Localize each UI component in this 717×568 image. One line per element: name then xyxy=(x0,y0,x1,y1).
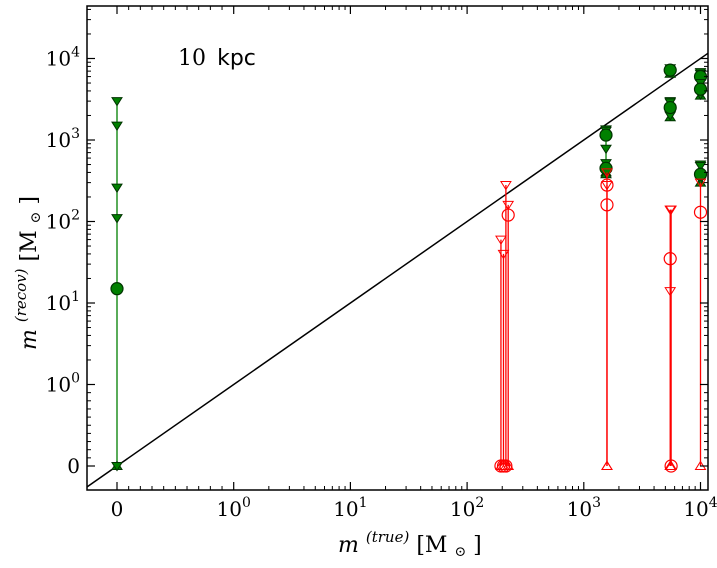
detected-point xyxy=(663,100,677,115)
x-tick-label-base: 10 xyxy=(567,497,592,521)
detected-extra-marker xyxy=(111,121,123,132)
x-tick-label-base: 10 xyxy=(333,497,358,521)
undetected-point xyxy=(663,252,677,266)
y-tick-label: 101 xyxy=(46,289,80,315)
undetected-point xyxy=(664,459,678,473)
y-tick-label: 100 xyxy=(46,371,80,397)
x-tick-label-exp: 2 xyxy=(475,495,484,511)
y-tick-label-base: 10 xyxy=(46,128,71,152)
x-tick-label: 103 xyxy=(567,495,601,521)
detected-point xyxy=(663,63,677,77)
x-tick-label: 0 xyxy=(111,497,124,521)
undetected-point xyxy=(499,459,513,473)
y-axis-label-base: m xyxy=(17,329,42,350)
undetected-point xyxy=(501,208,515,222)
undetected-lower-marker xyxy=(502,460,515,470)
detected-point xyxy=(110,282,124,296)
undetected-upper-marker xyxy=(495,235,507,246)
detected-extra-marker xyxy=(111,462,123,472)
undetected-upper-marker xyxy=(499,181,512,191)
y-tick-label: 102 xyxy=(46,208,80,234)
x-axis-label-base: m xyxy=(338,533,359,558)
annotation-unit: kpc xyxy=(217,46,256,71)
y-tick-label-exp: 1 xyxy=(71,289,80,305)
detected-point xyxy=(693,167,708,181)
undetected-upper-marker xyxy=(694,178,707,189)
y-axis-label-bracket: [M xyxy=(17,230,42,261)
y-tick-label-exp: 2 xyxy=(71,208,80,224)
y-tick-label-base: 10 xyxy=(46,373,71,397)
x-tick-label: 104 xyxy=(683,495,717,521)
y-tick-label-exp: 0 xyxy=(71,371,80,387)
undetected-upper-marker xyxy=(601,168,613,178)
undetected-upper-marker xyxy=(502,200,515,211)
x-tick-label: 102 xyxy=(450,495,484,521)
y-tick-label: 0 xyxy=(67,454,80,478)
x-axis-label-close: ] xyxy=(473,533,482,558)
identity-line xyxy=(87,52,708,488)
x-tick-label-base: 10 xyxy=(450,497,475,521)
undetected-point xyxy=(600,178,614,192)
y-tick-label-base: 0 xyxy=(67,454,80,478)
detected-point xyxy=(693,82,708,96)
y-axis-label-sun: ⊙ xyxy=(28,212,44,224)
x-tick-label-base: 10 xyxy=(217,497,242,521)
x-tick-label-base: 0 xyxy=(111,497,124,521)
y-tick-label-base: 10 xyxy=(46,47,71,71)
x-axis-label-sun: ⊙ xyxy=(454,544,466,560)
undetected-extra-marker xyxy=(664,287,677,297)
x-tick-label: 101 xyxy=(333,495,367,521)
x-tick-label-exp: 0 xyxy=(242,495,251,511)
y-axis-label-close: ] xyxy=(17,196,42,205)
annotation-label: 10 kpc xyxy=(178,46,256,71)
annotation-value: 10 xyxy=(178,46,206,71)
detected-upper-marker xyxy=(111,97,123,107)
x-tick-label-exp: 3 xyxy=(592,495,601,511)
x-axis-label-bracket: [M xyxy=(416,533,447,558)
detected-extra-marker xyxy=(111,183,123,194)
y-tick-label-exp: 4 xyxy=(71,45,80,61)
detected-point xyxy=(599,128,613,142)
x-tick-label-base: 10 xyxy=(683,497,708,521)
detected-extra-marker xyxy=(600,144,612,155)
y-tick-label: 104 xyxy=(46,45,80,71)
detected-extra-marker xyxy=(694,161,707,172)
plot-frame xyxy=(86,5,709,491)
undetected-upper-marker xyxy=(665,205,678,216)
x-tick-label: 100 xyxy=(217,495,251,521)
y-tick-label: 103 xyxy=(46,126,80,152)
undetected-point xyxy=(693,205,708,219)
y-axis-label: m (recov) [M ⊙ ] xyxy=(7,196,46,350)
tick-marks xyxy=(87,6,708,490)
x-axis-label: m (true) [M ⊙ ] xyxy=(338,523,482,562)
y-tick-label-base: 10 xyxy=(46,291,71,315)
detected-extra-marker xyxy=(111,214,123,224)
undetected-lower-marker xyxy=(665,460,678,470)
y-axis-label-sup: (recov) xyxy=(12,268,30,322)
x-tick-label-exp: 4 xyxy=(709,495,717,511)
y-tick-label-exp: 3 xyxy=(71,126,80,142)
undetected-lower-marker xyxy=(601,460,613,470)
plot-marks xyxy=(87,52,708,488)
x-tick-label-exp: 1 xyxy=(359,495,368,511)
x-axis-label-sup: (true) xyxy=(366,528,410,546)
y-tick-label-base: 10 xyxy=(46,210,71,234)
